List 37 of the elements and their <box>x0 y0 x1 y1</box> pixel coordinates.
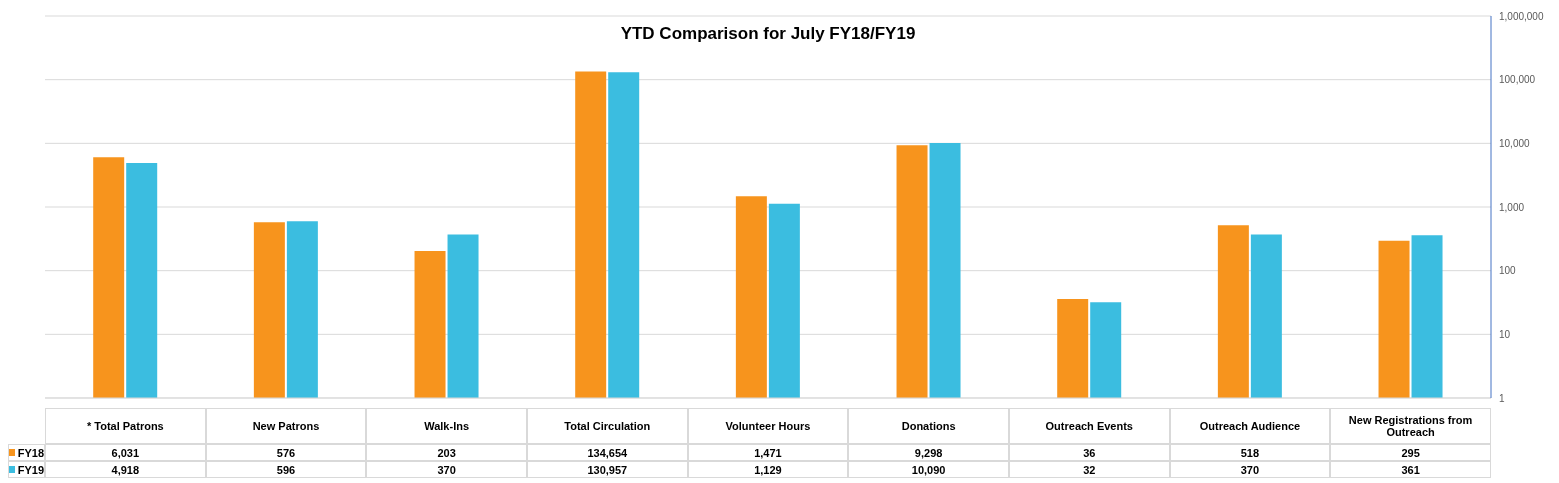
x-tick-label: Volunteer Hours <box>687 408 849 444</box>
x-tick-label: Outreach Events <box>1008 408 1170 444</box>
data-label: 370 <box>366 461 527 478</box>
data-label: 576 <box>205 444 367 461</box>
x-tick-label: New Registrations from Outreach <box>1330 408 1491 444</box>
x-tick-label: Outreach Audience <box>1169 408 1331 444</box>
x-tick-label: * Total Patrons <box>45 408 206 444</box>
data-label: 36 <box>1008 444 1170 461</box>
data-label: 32 <box>1008 461 1170 478</box>
x-tick-label: Donations <box>848 408 1009 444</box>
data-label: 9,298 <box>848 444 1009 461</box>
x-tick-label: New Patrons <box>205 408 367 444</box>
y-tick-label: 1,000,000 <box>1499 10 1544 22</box>
data-label: 203 <box>366 444 527 461</box>
y-tick-label: 100,000 <box>1499 74 1536 86</box>
data-label: 6,031 <box>45 444 206 461</box>
x-tick-label: Total Circulation <box>526 408 688 444</box>
data-label: 1,129 <box>687 461 849 478</box>
data-label: 361 <box>1330 461 1491 478</box>
data-label: 134,654 <box>526 444 688 461</box>
y-tick-label: 100 <box>1499 265 1517 277</box>
data-label: 4,918 <box>45 461 206 478</box>
y-tick-label: 1,000 <box>1499 201 1525 213</box>
text: YTD Comparison for July FY18/FY19 <box>619 24 917 44</box>
data-label: 1,471 <box>687 444 849 461</box>
data-label: 596 <box>205 461 367 478</box>
y-tick-label: 10 <box>1499 328 1511 340</box>
data-label: 295 <box>1330 444 1491 461</box>
data-label: 370 <box>1169 461 1331 478</box>
data-label: 518 <box>1169 444 1331 461</box>
legend-label: FY19 <box>8 461 45 478</box>
y-tick-label: 1 <box>1499 392 1505 404</box>
data-label: 130,957 <box>526 461 688 478</box>
legend-label: FY18 <box>8 444 45 461</box>
data-label: 10,090 <box>848 461 1009 478</box>
x-tick-label: Walk-Ins <box>366 408 527 444</box>
y-tick-label: 10,000 <box>1499 137 1531 149</box>
